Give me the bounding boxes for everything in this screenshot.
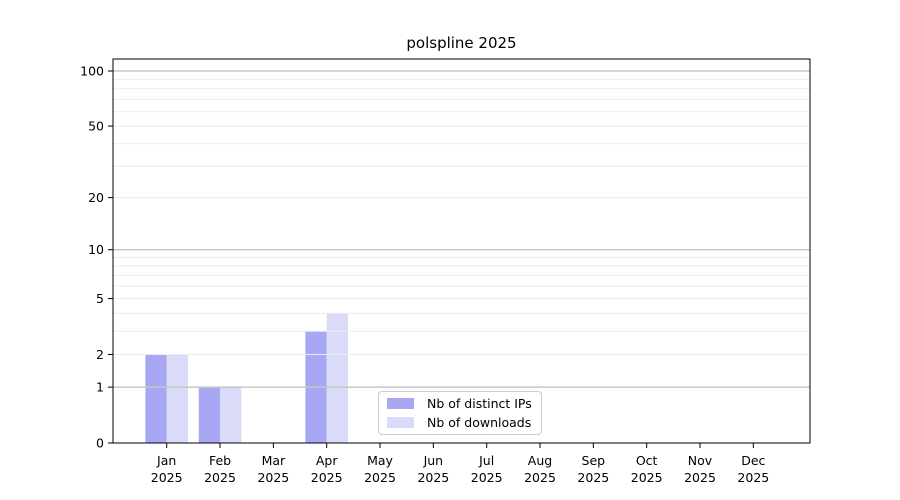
bar-downloads bbox=[220, 387, 242, 443]
legend-row: Nb of downloads bbox=[387, 415, 533, 430]
bar-distinct-ips bbox=[145, 354, 167, 443]
x-tick-label-month: Jul bbox=[478, 453, 494, 468]
x-tick-label-month: Sep bbox=[582, 453, 606, 468]
x-tick-label-year: 2025 bbox=[471, 470, 503, 485]
x-tick-label-year: 2025 bbox=[684, 470, 716, 485]
y-tick-label: 100 bbox=[80, 64, 104, 79]
bar-downloads bbox=[326, 313, 348, 443]
plot-border bbox=[112, 58, 811, 444]
legend-label: Nb of downloads bbox=[427, 415, 532, 430]
chart-title: polspline 2025 bbox=[406, 34, 517, 52]
y-tick-label: 5 bbox=[96, 291, 104, 306]
x-tick-label-year: 2025 bbox=[737, 470, 769, 485]
x-tick-label-month: Dec bbox=[741, 453, 765, 468]
y-tick-label: 50 bbox=[88, 119, 104, 134]
x-tick-label-year: 2025 bbox=[364, 470, 396, 485]
legend-row: Nb of distinct IPs bbox=[387, 396, 533, 411]
y-tick-label: 10 bbox=[88, 242, 104, 257]
x-tick-label-year: 2025 bbox=[257, 470, 289, 485]
x-tick-label-month: Apr bbox=[316, 453, 338, 468]
x-tick-label-year: 2025 bbox=[204, 470, 236, 485]
x-tick-label-year: 2025 bbox=[151, 470, 183, 485]
y-tick-label: 0 bbox=[96, 436, 104, 451]
x-tick-label-year: 2025 bbox=[524, 470, 556, 485]
x-tick-label-year: 2025 bbox=[631, 470, 663, 485]
x-tick-label-month: Nov bbox=[688, 453, 713, 468]
x-tick-label-year: 2025 bbox=[311, 470, 343, 485]
legend-label: Nb of distinct IPs bbox=[427, 396, 532, 411]
x-tick-label-year: 2025 bbox=[577, 470, 609, 485]
bar-distinct-ips bbox=[198, 387, 221, 443]
x-tick-label-year: 2025 bbox=[417, 470, 449, 485]
x-tick-label-month: Mar bbox=[262, 453, 286, 468]
bar-downloads bbox=[166, 354, 188, 443]
y-tick-label: 1 bbox=[96, 380, 104, 395]
x-tick-label-month: May bbox=[367, 453, 393, 468]
x-tick-label-month: Feb bbox=[209, 453, 231, 468]
legend: Nb of distinct IPs Nb of downloads bbox=[378, 391, 542, 435]
y-tick-label: 20 bbox=[88, 190, 104, 205]
y-tick-label: 2 bbox=[96, 347, 104, 362]
x-tick-label-month: Aug bbox=[528, 453, 552, 468]
legend-swatch-downloads bbox=[387, 417, 414, 428]
legend-swatch-distinct-ips bbox=[387, 398, 414, 409]
x-tick-label-month: Oct bbox=[636, 453, 658, 468]
x-tick-label-month: Jan bbox=[156, 453, 176, 468]
x-tick-label-month: Jun bbox=[423, 453, 444, 468]
